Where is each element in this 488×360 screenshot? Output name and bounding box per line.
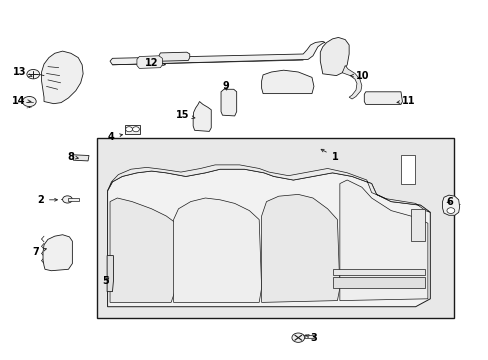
Text: 5: 5 xyxy=(102,276,109,286)
Polygon shape xyxy=(73,155,89,161)
Circle shape xyxy=(291,333,304,342)
Polygon shape xyxy=(261,194,339,302)
Polygon shape xyxy=(342,66,361,99)
Text: 14: 14 xyxy=(12,96,31,106)
Circle shape xyxy=(125,127,132,132)
Text: 13: 13 xyxy=(13,67,32,77)
Polygon shape xyxy=(107,256,113,292)
Polygon shape xyxy=(137,56,162,68)
Polygon shape xyxy=(43,235,72,271)
Polygon shape xyxy=(110,198,176,302)
Polygon shape xyxy=(173,198,261,302)
Polygon shape xyxy=(261,70,313,94)
Bar xyxy=(97,138,453,318)
Polygon shape xyxy=(193,102,211,131)
Text: 2: 2 xyxy=(37,195,57,205)
Polygon shape xyxy=(110,41,325,65)
Circle shape xyxy=(62,196,72,203)
Bar xyxy=(332,277,425,288)
Text: 8: 8 xyxy=(67,152,78,162)
Polygon shape xyxy=(339,180,427,301)
Polygon shape xyxy=(159,52,189,61)
Text: 9: 9 xyxy=(222,81,229,91)
Circle shape xyxy=(446,208,454,213)
Bar xyxy=(124,125,140,134)
Bar xyxy=(332,269,425,275)
Text: 10: 10 xyxy=(350,71,369,81)
Circle shape xyxy=(22,96,36,107)
Text: 12: 12 xyxy=(144,58,165,68)
Bar xyxy=(410,209,425,241)
Text: 7: 7 xyxy=(33,247,46,257)
Polygon shape xyxy=(364,92,402,104)
Polygon shape xyxy=(41,51,83,104)
Bar xyxy=(68,198,79,201)
Polygon shape xyxy=(107,169,429,307)
Circle shape xyxy=(27,69,40,79)
Text: 15: 15 xyxy=(175,110,195,120)
Text: 3: 3 xyxy=(305,333,317,343)
Text: 4: 4 xyxy=(108,132,122,142)
Text: 1: 1 xyxy=(321,149,338,162)
Polygon shape xyxy=(320,37,348,76)
Circle shape xyxy=(132,127,139,132)
Polygon shape xyxy=(442,195,459,215)
Text: 6: 6 xyxy=(446,197,452,207)
Polygon shape xyxy=(221,89,236,116)
Text: 11: 11 xyxy=(396,96,414,106)
Bar xyxy=(400,155,414,184)
Polygon shape xyxy=(107,165,429,212)
Bar xyxy=(298,335,313,338)
